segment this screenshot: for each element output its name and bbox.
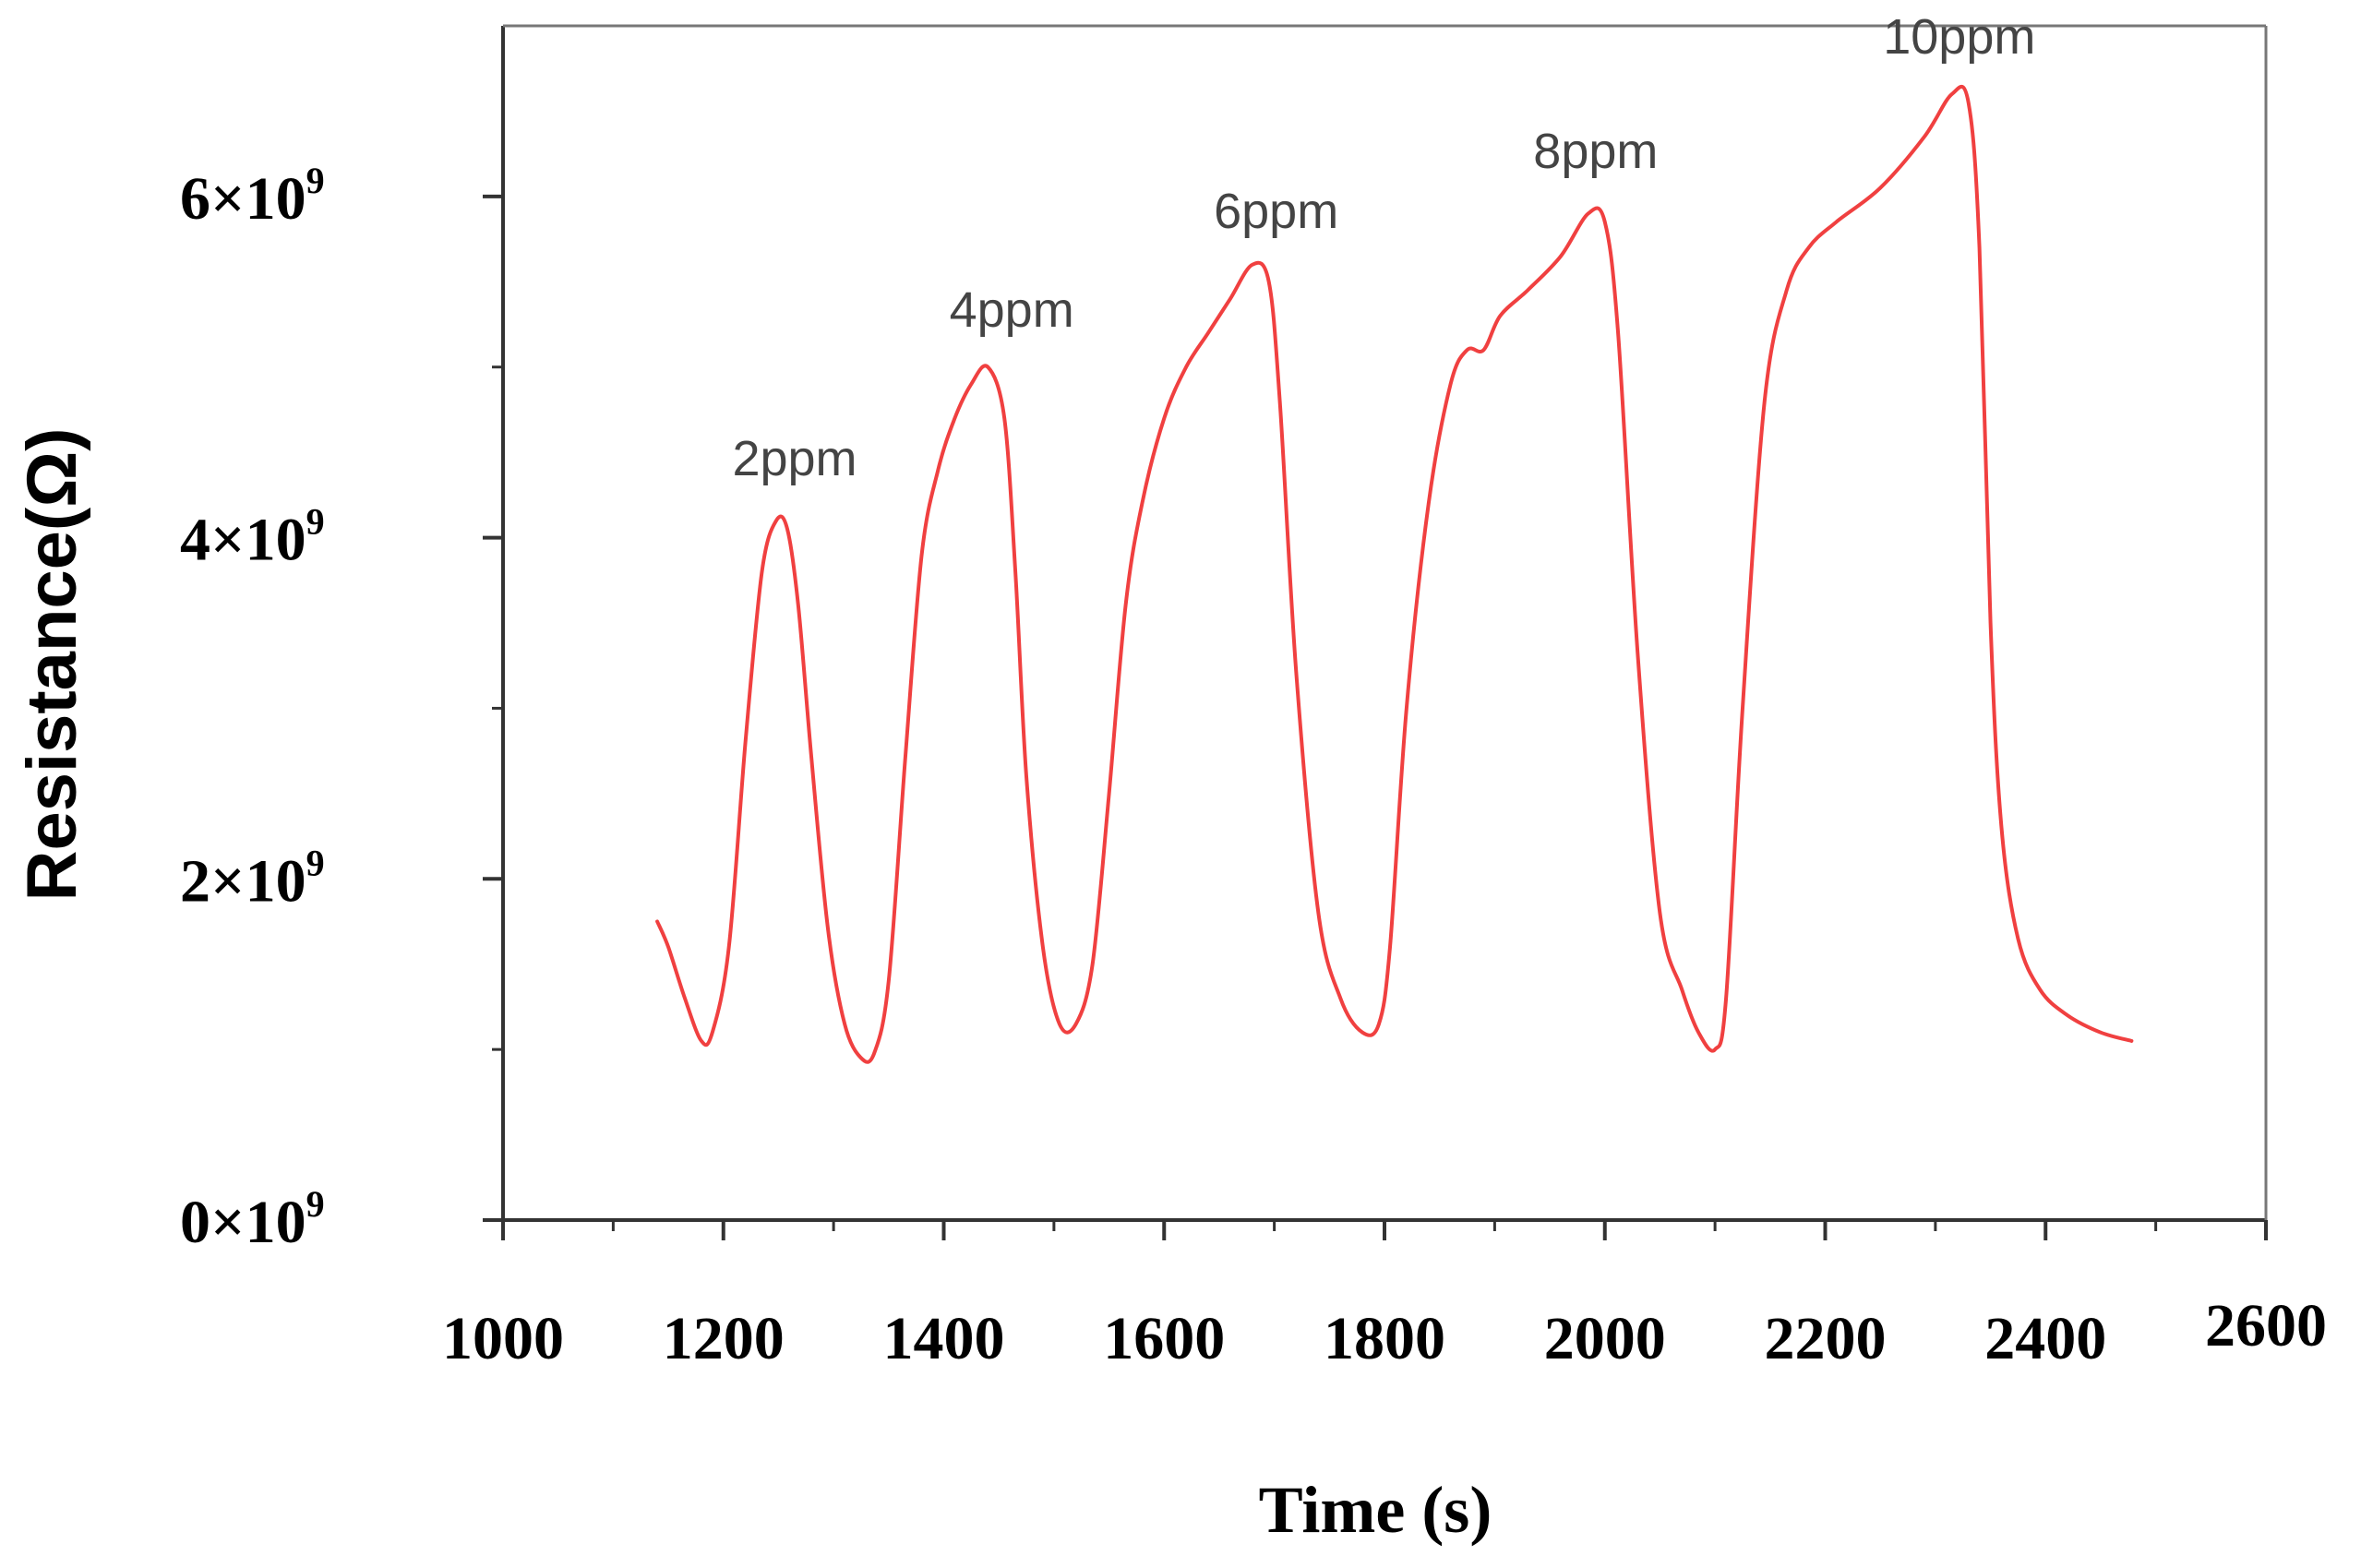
y-tick-label: 6×109	[180, 160, 325, 233]
x-tick-label: 1400	[883, 1305, 1005, 1372]
y-tick-label: 0×109	[180, 1183, 325, 1256]
concentration-annotation: 2ppm	[732, 431, 857, 486]
x-axis-ticks: 1000 1200 1400 1600 1800 2000 2200 2400 2600	[442, 1220, 2327, 1372]
x-tick-label: 2000	[1544, 1305, 1666, 1372]
axes-frame	[501, 24, 2268, 1222]
concentration-annotation: 4ppm	[950, 282, 1074, 338]
x-axis-label: Time (s)	[1259, 1473, 1492, 1547]
y-axis-label: Resistance(Ω)	[13, 428, 91, 902]
x-tick-label: 2200	[1765, 1305, 1887, 1372]
annotations-layer: 2ppm 4ppm 6ppm 8ppm 10ppm	[732, 9, 2035, 486]
series-layer	[655, 84, 2134, 1064]
x-tick-label: 2400	[1984, 1305, 2106, 1372]
x-tick-label: 1000	[442, 1305, 564, 1372]
concentration-annotation: 6ppm	[1214, 184, 1338, 239]
x-tick-label: 1200	[663, 1305, 785, 1372]
x-tick-label: 1800	[1324, 1305, 1445, 1372]
concentration-annotation: 8ppm	[1533, 124, 1658, 179]
y-tick-label: 4×109	[180, 501, 325, 574]
x-tick-label: 1600	[1103, 1305, 1225, 1372]
y-axis-ticks: 0×109 2×109 4×109 6×109	[180, 160, 503, 1256]
x-tick-label: 2600	[2205, 1292, 2327, 1359]
resistance-series-line	[655, 84, 2134, 1064]
concentration-annotation: 10ppm	[1883, 9, 2035, 65]
y-tick-label: 2×109	[180, 842, 325, 915]
